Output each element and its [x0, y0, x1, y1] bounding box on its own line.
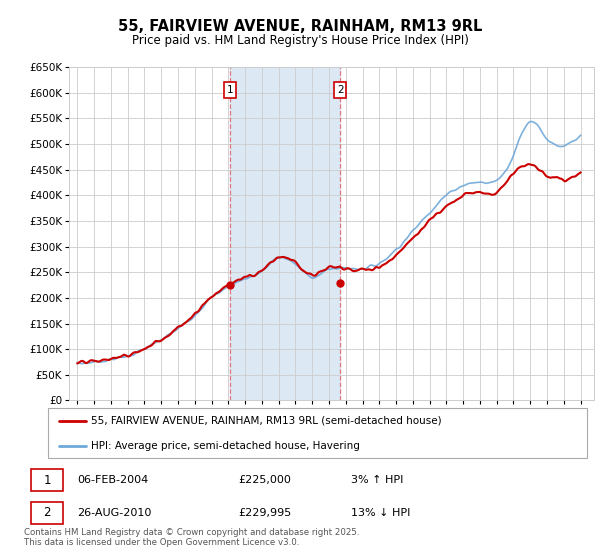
Text: 1: 1: [43, 474, 51, 487]
Text: Price paid vs. HM Land Registry's House Price Index (HPI): Price paid vs. HM Land Registry's House …: [131, 34, 469, 46]
Text: 55, FAIRVIEW AVENUE, RAINHAM, RM13 9RL: 55, FAIRVIEW AVENUE, RAINHAM, RM13 9RL: [118, 19, 482, 34]
FancyBboxPatch shape: [48, 408, 587, 458]
Text: 2: 2: [43, 506, 51, 519]
FancyBboxPatch shape: [31, 502, 64, 524]
Text: £229,995: £229,995: [238, 508, 292, 518]
Text: 3% ↑ HPI: 3% ↑ HPI: [351, 475, 403, 485]
Text: 1: 1: [227, 85, 233, 95]
Text: 55, FAIRVIEW AVENUE, RAINHAM, RM13 9RL (semi-detached house): 55, FAIRVIEW AVENUE, RAINHAM, RM13 9RL (…: [91, 416, 442, 426]
Text: 06-FEB-2004: 06-FEB-2004: [77, 475, 149, 485]
Text: HPI: Average price, semi-detached house, Havering: HPI: Average price, semi-detached house,…: [91, 441, 360, 451]
Text: £225,000: £225,000: [238, 475, 291, 485]
Bar: [230, 67, 340, 400]
FancyBboxPatch shape: [31, 469, 64, 491]
Text: 13% ↓ HPI: 13% ↓ HPI: [351, 508, 410, 518]
Text: Contains HM Land Registry data © Crown copyright and database right 2025.
This d: Contains HM Land Registry data © Crown c…: [24, 528, 359, 548]
Text: 2: 2: [337, 85, 344, 95]
Text: 26-AUG-2010: 26-AUG-2010: [77, 508, 152, 518]
